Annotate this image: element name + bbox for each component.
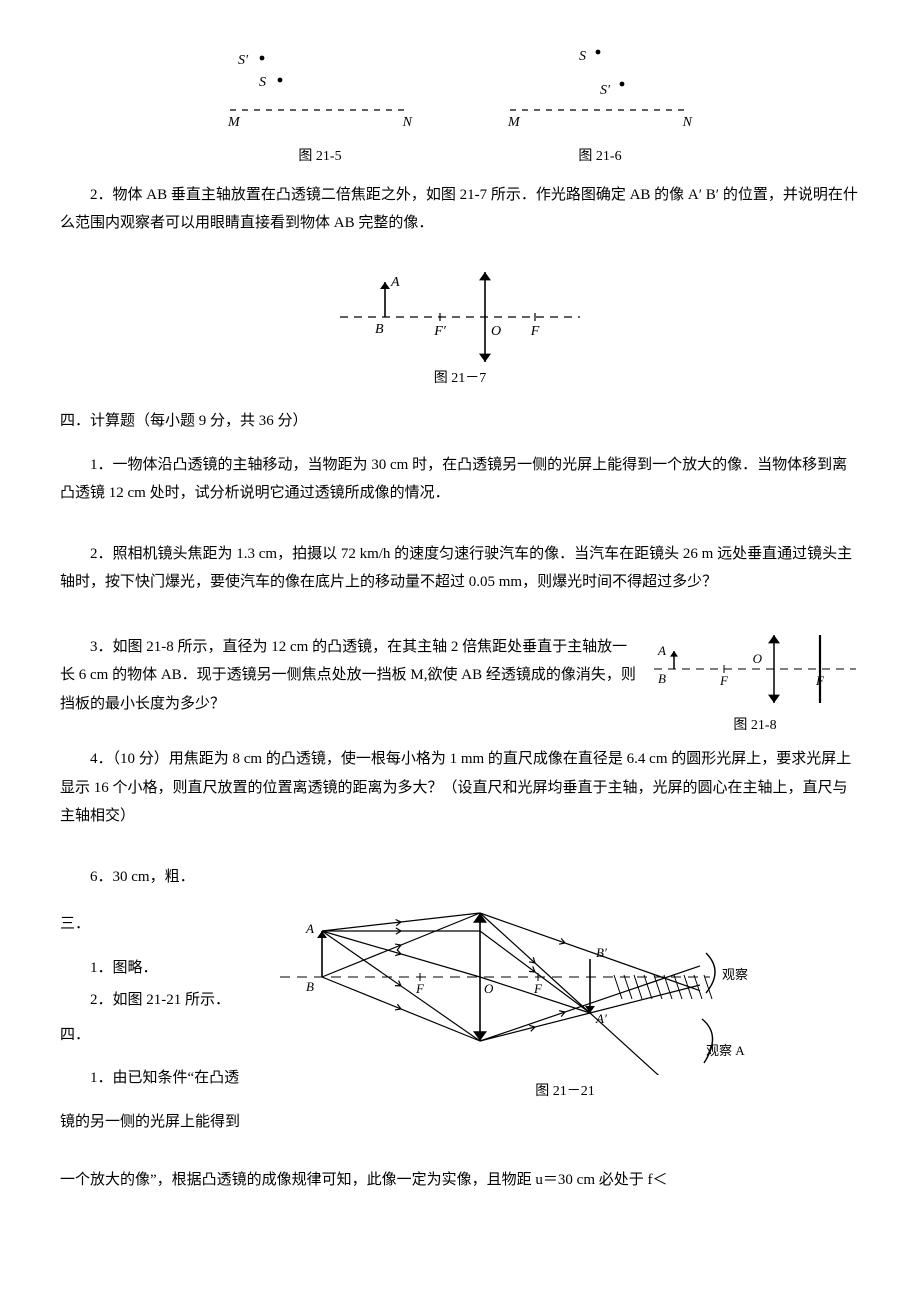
- ans3-1: 1．图略．: [60, 954, 260, 983]
- svg-text:A: A: [305, 921, 314, 936]
- svg-text:S: S: [579, 49, 586, 64]
- figure-21-5: M N S S′ 图 21-5: [220, 40, 420, 171]
- svg-text:M: M: [507, 115, 521, 130]
- figure-21-7-wrap: A B F′ O F 图 21－7: [60, 262, 860, 393]
- svg-text:观察 B: 观察 B: [722, 967, 750, 982]
- section4-header: 四．计算题（每小题 9 分，共 36 分）: [60, 407, 860, 436]
- fig-21-6-svg: M N S S′: [500, 40, 700, 140]
- figure-21-21: ABFFOB′A′观察 B观察 A 图 21－21: [270, 895, 860, 1106]
- fig-21-7-svg: A B F′ O F: [330, 262, 590, 362]
- svg-text:S: S: [259, 75, 266, 90]
- svg-text:S′: S′: [238, 53, 249, 68]
- ans4-1c: 一个放大的像”，根据凸透镜的成像规律可知，此像一定为实像，且物距 u＝30 cm…: [60, 1166, 860, 1195]
- fig-21-21-svg: ABFFOB′A′观察 B观察 A: [270, 895, 750, 1075]
- q4-3-wrap: 3．如图 21-8 所示，直径为 12 cm 的凸透镜，在其主轴 2 倍焦距处垂…: [60, 629, 860, 740]
- ans4-hdr: 四．: [60, 1021, 260, 1050]
- svg-text:A: A: [390, 275, 400, 290]
- svg-text:B: B: [375, 322, 384, 337]
- fig-21-6-caption: 图 21-6: [500, 144, 700, 171]
- svg-text:O: O: [491, 324, 501, 339]
- ans6: 6．30 cm，粗．: [60, 863, 860, 892]
- svg-text:N: N: [402, 115, 413, 130]
- svg-text:F: F: [533, 981, 543, 996]
- svg-text:F: F: [530, 324, 540, 339]
- q4-3: 3．如图 21-8 所示，直径为 12 cm 的凸透镜，在其主轴 2 倍焦距处垂…: [60, 633, 638, 719]
- fig-21-7-caption: 图 21－7: [330, 366, 590, 393]
- svg-text:N: N: [682, 115, 693, 130]
- fig-21-5-svg: M N S S′: [220, 40, 420, 140]
- fig-21-5-caption: 图 21-5: [220, 144, 420, 171]
- svg-text:观察 A: 观察 A: [706, 1043, 745, 1058]
- ans4-1a: 1．由已知条件“在凸透: [60, 1064, 260, 1093]
- figure-21-6: M N S S′ 图 21-6: [500, 40, 700, 171]
- answers-wrap: 三． 1．图略． 2．如图 21-21 所示． 四． 1．由已知条件“在凸透 镜…: [60, 895, 860, 1151]
- figure-21-8: ABFOF 图 21-8: [650, 629, 860, 740]
- ans3-hdr: 三．: [60, 910, 260, 939]
- fig-21-8-caption: 图 21-8: [650, 713, 860, 740]
- svg-text:B: B: [658, 671, 666, 686]
- figure-row-21-5-6: M N S S′ 图 21-5 M N S S′ 图 21-6: [60, 40, 860, 171]
- q4-2: 2．照相机镜头焦距为 1.3 cm，拍摄以 72 km/h 的速度匀速行驶汽车的…: [60, 540, 860, 597]
- fig-21-21-caption: 图 21－21: [270, 1079, 860, 1106]
- svg-text:O: O: [484, 981, 494, 996]
- ans3-2: 2．如图 21-21 所示．: [60, 986, 260, 1015]
- svg-text:S′: S′: [600, 83, 611, 98]
- q4-1: 1．一物体沿凸透镜的主轴移动，当物距为 30 cm 时，在凸透镜另一侧的光屏上能…: [60, 451, 860, 508]
- svg-text:F′: F′: [433, 324, 447, 339]
- svg-text:O: O: [753, 651, 763, 666]
- svg-text:M: M: [227, 115, 241, 130]
- svg-text:A: A: [657, 643, 666, 658]
- svg-text:F: F: [719, 673, 729, 688]
- fig-21-8-svg: ABFOF: [650, 629, 860, 709]
- q4-4: 4．（10 分）用焦距为 8 cm 的凸透镜，使一根每小格为 1 mm 的直尺成…: [60, 745, 860, 831]
- svg-text:F: F: [415, 981, 425, 996]
- q2-text: 2．物体 AB 垂直主轴放置在凸透镜二倍焦距之外，如图 21-7 所示．作光路图…: [60, 181, 860, 238]
- svg-text:B: B: [306, 979, 314, 994]
- ans4-1b: 镜的另一侧的光屏上能得到: [60, 1108, 260, 1137]
